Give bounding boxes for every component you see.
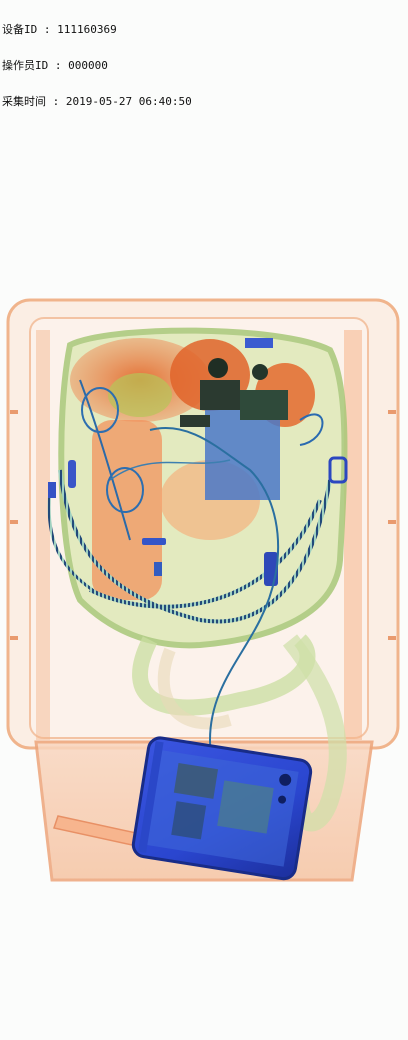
xray-bag-icon [47,327,348,832]
capture-time-text: 采集时间 : 2019-05-27 06:40:50 [2,95,192,108]
device-id-text: 设备ID : 111160369 [2,23,117,36]
operator-id-text: 操作员ID : 000000 [2,59,108,72]
xray-phone-icon [131,736,313,881]
scan-info-overlay: 设备ID : 111160369 操作员ID : 000000 采集时间 : 2… [2,0,192,132]
